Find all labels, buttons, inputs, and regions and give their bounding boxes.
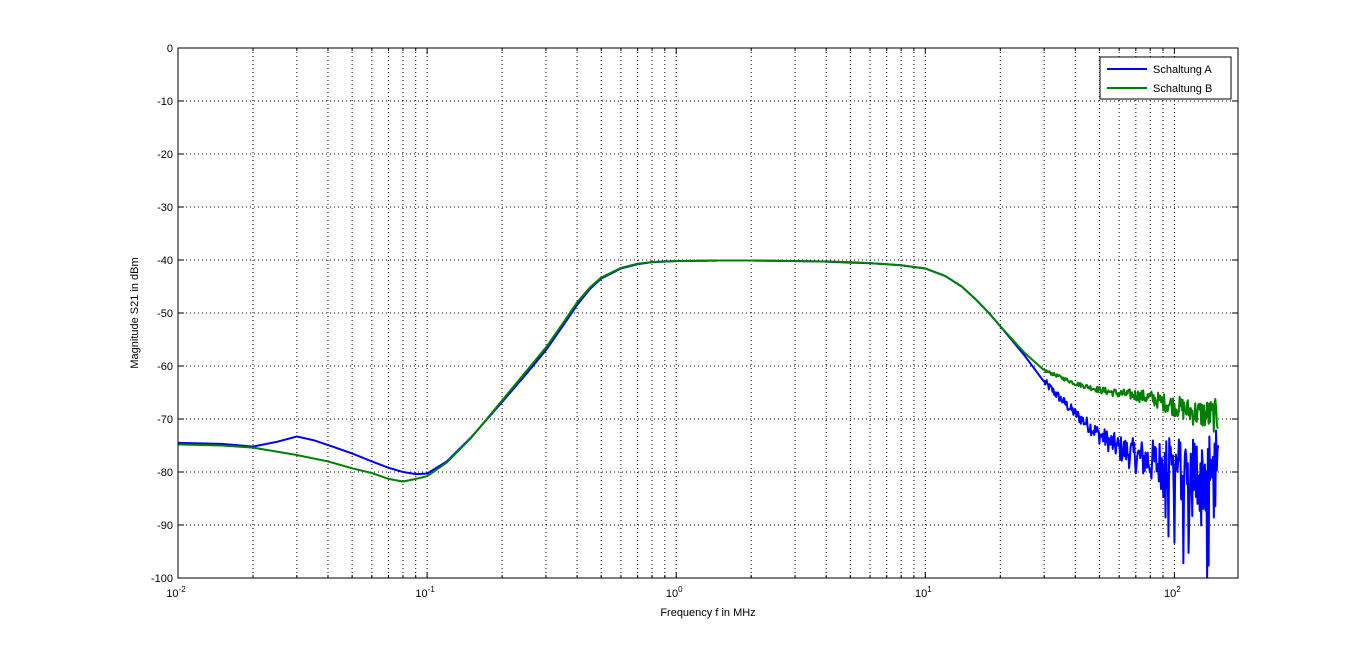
legend[interactable]: Schaltung A Schaltung B <box>1099 56 1232 100</box>
y-tick-label: -10 <box>157 96 173 108</box>
x-tick-exponent: 0 <box>678 585 683 594</box>
y-tick-label: 0 <box>167 43 173 55</box>
y-tick-label: -40 <box>157 255 173 267</box>
y-tick-label: -80 <box>157 467 173 479</box>
y-tick-labels: 0 -10 -20 -30 -40 -50 -60 -70 -80 -90 -100 <box>151 43 173 585</box>
legend-label: Schaltung A <box>1153 64 1212 76</box>
y-tick-label: -70 <box>157 414 173 426</box>
legend-label: Schaltung B <box>1153 83 1212 95</box>
series-line-b <box>178 259 1219 483</box>
x-tick-base: 10 <box>415 588 427 600</box>
x-tick-exponent: 1 <box>927 585 932 594</box>
legend-box <box>1099 56 1232 100</box>
x-tick-label: 10-1 <box>415 585 435 600</box>
x-tick-label: 100 <box>666 585 683 600</box>
x-tick-base: 10 <box>666 588 678 600</box>
series-layer <box>178 259 1220 578</box>
x-tick-exponent: -2 <box>179 585 187 594</box>
y-tick-label: -100 <box>151 573 173 585</box>
y-axis-label: Magnitude S21 in dBm <box>129 257 141 368</box>
x-tick-base: 10 <box>166 588 178 600</box>
x-tick-label: 101 <box>915 585 932 600</box>
x-tick-exponent: -1 <box>428 585 436 594</box>
y-tick-label: -20 <box>157 149 173 161</box>
y-tick-label: -60 <box>157 361 173 373</box>
y-tick-label: -90 <box>157 520 173 532</box>
y-tick-label: -30 <box>157 202 173 214</box>
x-tick-label: 10-2 <box>166 585 186 600</box>
x-tick-exponent: 2 <box>1176 585 1181 594</box>
x-tick-label: 102 <box>1164 585 1181 600</box>
x-tick-labels: 10-2 10-1 100 101 102 <box>166 585 1181 600</box>
ticks <box>177 47 1238 579</box>
x-tick-base: 10 <box>1164 588 1176 600</box>
grid <box>178 48 1238 578</box>
x-axis-label: Frequency f in MHz <box>660 607 755 619</box>
x-tick-base: 10 <box>915 588 927 600</box>
y-tick-label: -50 <box>157 308 173 320</box>
